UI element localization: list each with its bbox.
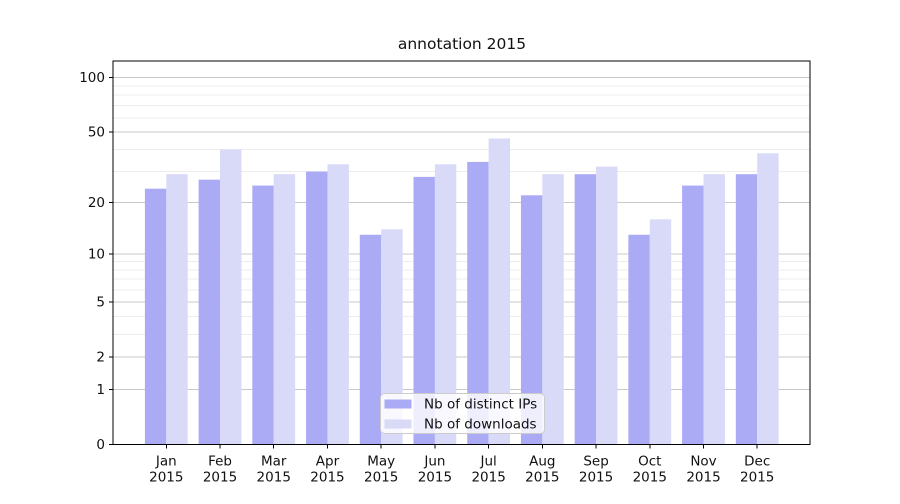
bar-distinct-ips-may: [359, 234, 382, 445]
x-tick-label-month: Jul: [479, 454, 496, 470]
bar-downloads-apr: [327, 164, 349, 445]
x-tick-label-year: 2015: [418, 470, 452, 486]
x-tick-label-year: 2015: [525, 470, 559, 486]
bar-distinct-ips-dec: [735, 174, 758, 445]
y-tick-label: 1: [96, 382, 105, 398]
y-tick-label: 10: [88, 246, 105, 262]
bar-downloads-oct: [649, 219, 672, 445]
bar-distinct-ips-jul: [467, 161, 489, 445]
x-tick-label-month: Aug: [529, 454, 555, 470]
bar-downloads-feb: [220, 149, 242, 445]
bar-distinct-ips-nov: [682, 185, 704, 445]
x-tick-label-year: 2015: [471, 470, 505, 486]
bar-downloads-aug: [542, 174, 564, 445]
bar-distinct-ips-oct: [628, 234, 650, 445]
bar-distinct-ips-aug: [520, 195, 543, 445]
plot-border: [112, 60, 811, 446]
bar-downloads-jun: [434, 164, 457, 445]
bar-downloads-mar: [273, 174, 296, 445]
axis-tick-labels: 0125102050100Jan2015Feb2015Mar2015Apr201…: [79, 70, 774, 485]
bar-downloads-dec: [757, 153, 779, 445]
legend-swatch-downloads: [384, 419, 412, 429]
legend-label-distinct-ips: Nb of distinct IPs: [424, 397, 537, 413]
x-tick-label-month: Feb: [208, 454, 232, 470]
x-tick-label-month: Nov: [690, 454, 716, 470]
x-tick-label-month: May: [367, 454, 395, 470]
bar-downloads-jan: [166, 174, 188, 445]
bar-downloads-nov: [703, 174, 725, 445]
bar-downloads-sep: [596, 166, 618, 445]
y-tick-label: 2: [96, 350, 105, 366]
bar-distinct-ips-mar: [252, 185, 274, 445]
x-tick-label-year: 2015: [579, 470, 613, 486]
bar-distinct-ips-jan: [144, 188, 167, 445]
x-tick-label-year: 2015: [633, 470, 667, 486]
y-tick-label: 20: [88, 195, 105, 211]
x-tick-label-month: Oct: [638, 454, 661, 470]
y-tick-label: 5: [96, 295, 105, 311]
chart-title: annotation 2015: [398, 35, 526, 53]
bar-downloads-may: [381, 229, 403, 445]
bar-distinct-ips-feb: [198, 179, 221, 445]
x-tick-label-month: Jun: [423, 454, 445, 470]
x-tick-label-month: Sep: [583, 454, 608, 470]
axis-ticks: [109, 77, 758, 449]
y-tick-label: 100: [79, 70, 105, 86]
x-tick-label-year: 2015: [310, 470, 344, 486]
legend-label-downloads: Nb of downloads: [424, 417, 537, 433]
x-tick-label-month: Mar: [261, 454, 287, 470]
x-tick-label-year: 2015: [149, 470, 183, 486]
legend-box: [380, 393, 545, 434]
y-tick-label: 0: [96, 437, 105, 453]
x-tick-label-month: Apr: [316, 454, 340, 470]
x-tick-label-month: Jan: [155, 454, 177, 470]
x-tick-label-year: 2015: [364, 470, 398, 486]
x-tick-label-year: 2015: [203, 470, 237, 486]
legend: Nb of distinct IPs Nb of downloads: [380, 393, 545, 434]
bar-downloads-jul: [488, 138, 511, 445]
bar-distinct-ips-apr: [306, 171, 328, 445]
x-tick-label-year: 2015: [257, 470, 291, 486]
bar-series: [144, 138, 779, 445]
x-tick-label-month: Dec: [744, 454, 770, 470]
x-tick-label-year: 2015: [740, 470, 774, 486]
y-tick-label: 50: [88, 125, 105, 141]
legend-swatch-distinct-ips: [384, 399, 412, 409]
x-tick-label-year: 2015: [686, 470, 720, 486]
bar-distinct-ips-sep: [574, 174, 597, 445]
bar-distinct-ips-jun: [413, 176, 435, 445]
